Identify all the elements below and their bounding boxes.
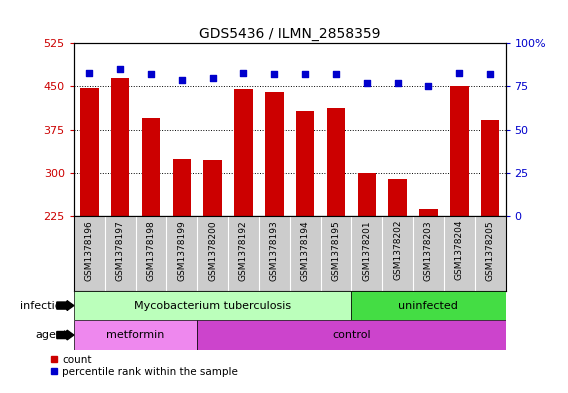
Bar bbox=[74, 291, 352, 320]
Text: GSM1378205: GSM1378205 bbox=[486, 220, 495, 281]
Bar bbox=[234, 89, 253, 346]
Point bbox=[115, 66, 124, 72]
Point bbox=[270, 71, 279, 77]
Bar bbox=[481, 120, 499, 346]
Text: GSM1378203: GSM1378203 bbox=[424, 220, 433, 281]
Point bbox=[331, 71, 340, 77]
Text: GSM1378198: GSM1378198 bbox=[147, 220, 156, 281]
Bar bbox=[111, 78, 130, 346]
Bar bbox=[389, 179, 407, 346]
Point bbox=[85, 70, 94, 76]
Point bbox=[300, 71, 310, 77]
Text: GSM1378194: GSM1378194 bbox=[300, 220, 310, 281]
Text: GSM1378196: GSM1378196 bbox=[85, 220, 94, 281]
Text: control: control bbox=[332, 330, 371, 340]
Point bbox=[208, 75, 217, 81]
Text: GSM1378204: GSM1378204 bbox=[455, 220, 463, 280]
Bar bbox=[80, 88, 98, 346]
Point bbox=[455, 70, 464, 76]
Bar bbox=[419, 209, 438, 346]
Bar bbox=[296, 111, 314, 346]
Text: uninfected: uninfected bbox=[399, 301, 458, 310]
Point bbox=[362, 80, 371, 86]
Bar bbox=[203, 160, 222, 346]
Text: infection: infection bbox=[19, 301, 68, 310]
Text: agent: agent bbox=[36, 330, 68, 340]
Bar bbox=[141, 118, 160, 346]
Text: GSM1378197: GSM1378197 bbox=[116, 220, 124, 281]
Point bbox=[177, 76, 186, 83]
Title: GDS5436 / ILMN_2858359: GDS5436 / ILMN_2858359 bbox=[199, 27, 381, 41]
Bar bbox=[173, 158, 191, 346]
Point bbox=[239, 70, 248, 76]
Text: metformin: metformin bbox=[106, 330, 165, 340]
Text: GSM1378202: GSM1378202 bbox=[393, 220, 402, 280]
Bar bbox=[327, 108, 345, 346]
Point bbox=[393, 80, 402, 86]
Bar bbox=[357, 173, 376, 346]
Text: GSM1378201: GSM1378201 bbox=[362, 220, 371, 281]
Text: GSM1378200: GSM1378200 bbox=[208, 220, 217, 281]
Bar bbox=[450, 86, 469, 346]
Bar bbox=[352, 291, 506, 320]
Text: GSM1378199: GSM1378199 bbox=[177, 220, 186, 281]
Text: Mycobacterium tuberculosis: Mycobacterium tuberculosis bbox=[134, 301, 291, 310]
Bar bbox=[265, 92, 283, 346]
Text: GSM1378195: GSM1378195 bbox=[332, 220, 340, 281]
Bar bbox=[197, 320, 506, 350]
Text: GSM1378193: GSM1378193 bbox=[270, 220, 279, 281]
Point bbox=[424, 83, 433, 90]
Point bbox=[147, 71, 156, 77]
Bar bbox=[74, 320, 197, 350]
Text: GSM1378192: GSM1378192 bbox=[239, 220, 248, 281]
Point bbox=[486, 71, 495, 77]
Legend: count, percentile rank within the sample: count, percentile rank within the sample bbox=[51, 355, 238, 377]
